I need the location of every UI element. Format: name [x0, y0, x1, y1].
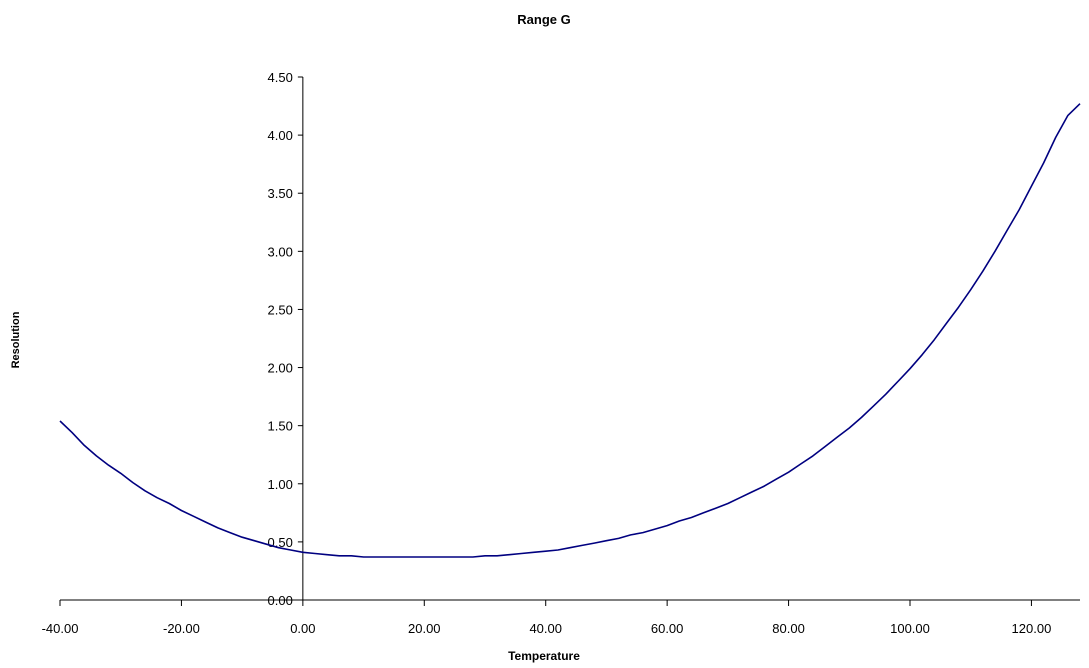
y-tick-label: 3.00	[268, 244, 293, 259]
y-tick-label: 0.00	[268, 593, 293, 608]
y-tick-label: 4.00	[268, 128, 293, 143]
x-tick-label: -40.00	[42, 621, 79, 636]
x-tick-label: 40.00	[529, 621, 562, 636]
x-tick-label: 80.00	[772, 621, 805, 636]
y-axis-title: Resolution	[10, 311, 22, 368]
x-axis-ticks: -40.00 -20.00 0.00 20.00 40.00 60.00 80.00 100.…	[42, 600, 1052, 636]
y-axis-ticks: 0.000.501.001.502.002.503.003.504.004.50	[268, 70, 303, 608]
x-tick-label: 0.00	[290, 621, 315, 636]
x-tick-label: 100.00	[890, 621, 930, 636]
y-tick-label: 1.00	[268, 477, 293, 492]
y-tick-label: 4.50	[268, 70, 293, 85]
x-tick-label: 120.00	[1012, 621, 1052, 636]
x-tick-label: 20.00	[408, 621, 441, 636]
axes	[60, 77, 1080, 601]
series-line	[59, 103, 1081, 558]
series-group	[59, 103, 1081, 558]
x-axis-title: Temperature	[508, 649, 580, 663]
y-tick-label: 3.50	[268, 186, 293, 201]
y-tick-label: 2.00	[268, 361, 293, 376]
y-tick-label: 2.50	[268, 302, 293, 317]
x-tick-label: 60.00	[651, 621, 684, 636]
x-tick-label: -20.00	[163, 621, 200, 636]
y-tick-label: 1.50	[268, 419, 293, 434]
chart-title: Range G	[517, 12, 570, 27]
